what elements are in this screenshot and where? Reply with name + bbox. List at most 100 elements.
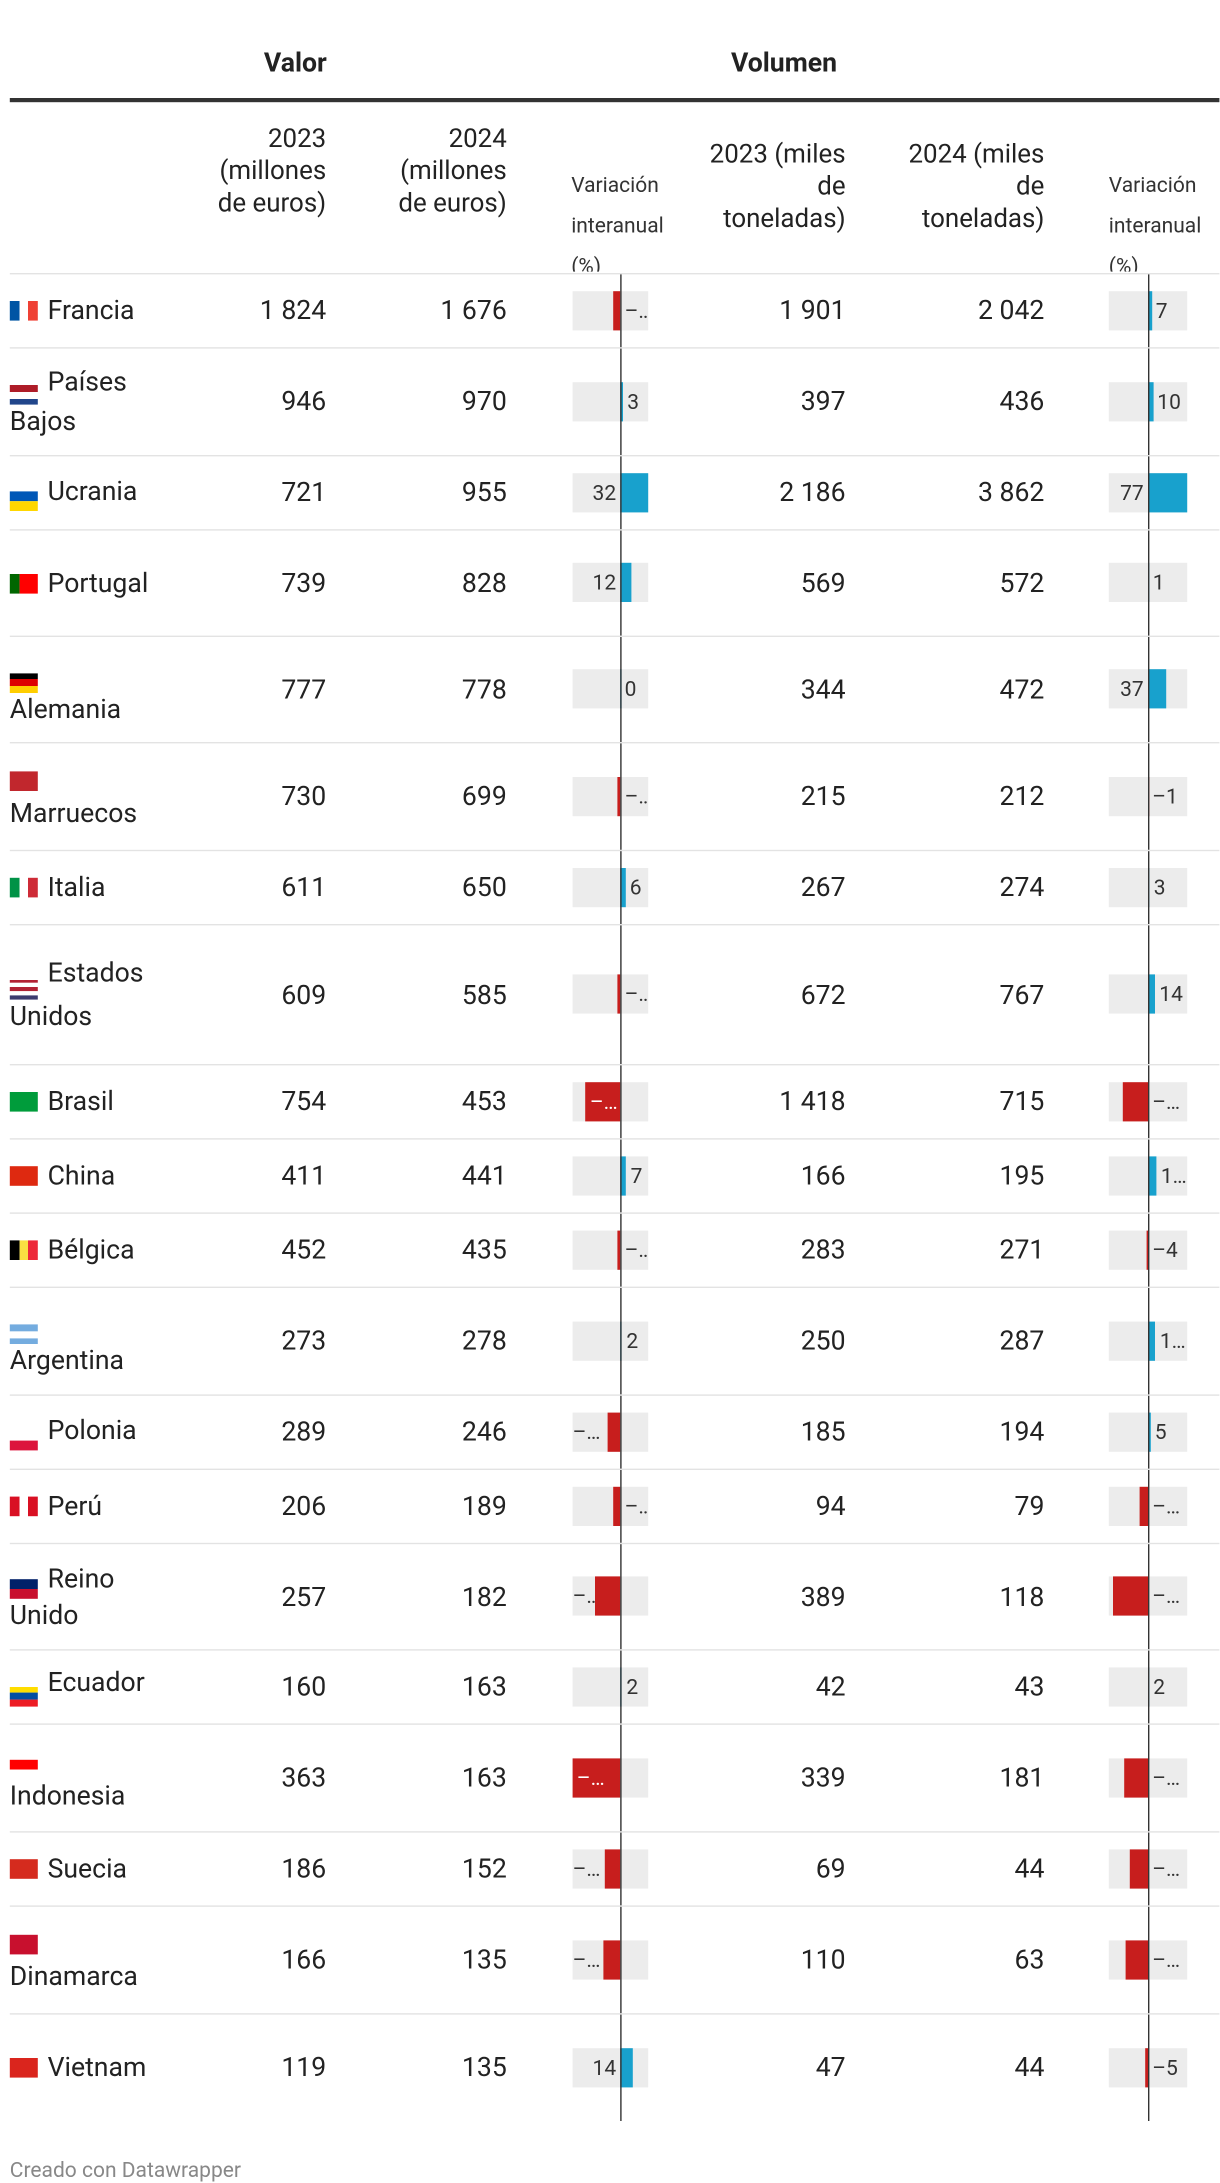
bar <box>1124 1757 1148 1797</box>
country-name: Perú <box>47 1489 103 1522</box>
number-cell: 946 <box>281 385 327 418</box>
country-cell: Argentina <box>9 1287 156 1395</box>
bar-background <box>572 1320 649 1361</box>
bar-label: 2 <box>1153 1673 1166 1699</box>
bar-label: –… <box>572 1855 601 1881</box>
country-cell: Brasil <box>9 1064 156 1138</box>
number-cell: 1 824 <box>259 294 327 327</box>
number-cell: 94 <box>815 1489 846 1522</box>
axis-line <box>1147 1212 1150 1287</box>
number-cell: 389 <box>800 1579 846 1613</box>
flag-stripe <box>9 1686 38 1694</box>
bar <box>1126 1939 1148 1979</box>
bar-label: –… <box>624 783 649 809</box>
row-line <box>9 1649 1220 1651</box>
number-cell: 699 <box>461 779 507 812</box>
axis-line <box>619 635 622 742</box>
country-wrap: Indonesia <box>9 1743 156 1812</box>
bar <box>1148 1320 1156 1361</box>
row-line <box>9 347 1220 349</box>
country-name: Brasil <box>47 1085 114 1118</box>
number-cell: 195 <box>999 1159 1045 1192</box>
country-cell: Bélgica <box>9 1212 156 1286</box>
bar <box>1148 381 1154 421</box>
bar <box>595 1576 621 1616</box>
bar-label: –… <box>1152 1855 1181 1881</box>
bar-label: 0 <box>624 676 637 702</box>
bar-label: –… <box>572 1946 601 1972</box>
flag <box>9 1859 38 1879</box>
row-line <box>9 1831 1220 1833</box>
country-name: Países Bajos <box>9 365 127 438</box>
number-cell: 246 <box>461 1415 507 1448</box>
number-cell: 3 862 <box>977 476 1045 509</box>
number-cell: 257 <box>281 1579 327 1613</box>
number-cell: 43 <box>1014 1670 1045 1703</box>
flag-stripe <box>9 500 38 511</box>
flag <box>9 877 38 898</box>
flag-stripe <box>9 1859 38 1879</box>
column-header: 2023 (millones de euros) <box>217 123 327 219</box>
bar <box>1139 1486 1148 1526</box>
number-cell: 715 <box>999 1085 1045 1118</box>
number-cell: 206 <box>281 1489 327 1522</box>
number-cell: 42 <box>815 1670 846 1703</box>
flag-stripe <box>9 1769 38 1780</box>
number-cell: 2 186 <box>779 476 846 509</box>
bar-background <box>572 669 649 709</box>
country-wrap: Reino Unido <box>9 1561 156 1631</box>
bar-label: 2 <box>626 1673 639 1699</box>
bar-label: –… <box>1152 1583 1181 1609</box>
flag <box>9 1934 38 1954</box>
number-cell: 135 <box>461 2051 507 2084</box>
flag-stripe <box>28 573 38 593</box>
bar <box>616 1229 621 1270</box>
bar <box>1129 1848 1148 1888</box>
flag-stripe <box>9 1331 38 1338</box>
axis-line <box>1147 1831 1150 1906</box>
axis-line <box>1147 1542 1150 1650</box>
country-name: Marruecos <box>9 795 138 829</box>
axis-line <box>1147 273 1150 348</box>
bar-label: –… <box>572 1418 601 1445</box>
country-wrap: Polonia <box>9 1413 137 1450</box>
country-name: Argentina <box>9 1344 124 1377</box>
bar-background <box>572 2047 649 2087</box>
number-cell: 163 <box>461 1761 507 1794</box>
bar <box>1148 1155 1157 1195</box>
flag <box>9 573 38 593</box>
number-cell: 970 <box>461 385 507 418</box>
flag <box>9 490 38 511</box>
country-name: Reino Unido <box>9 1561 115 1631</box>
country-cell: Suecia <box>9 1831 156 1905</box>
axis-line <box>1147 849 1150 924</box>
number-cell: 767 <box>999 977 1045 1011</box>
bar-label: 2 <box>626 1327 639 1354</box>
country-name: Estados Unidos <box>9 956 144 1032</box>
bar <box>613 290 621 330</box>
country-wrap: Argentina <box>9 1305 156 1377</box>
number-cell: 44 <box>1014 1852 1045 1885</box>
number-cell: 189 <box>461 1489 507 1522</box>
column-header: Variación interanual (%) <box>571 172 664 272</box>
flag-stripe <box>9 686 38 693</box>
axis-line <box>1147 1723 1150 1832</box>
flag-stripe <box>9 991 38 996</box>
bar-label: 3 <box>627 388 640 414</box>
bar-label: 1… <box>1159 1327 1186 1354</box>
bar-label: 10 <box>1157 388 1181 414</box>
flag-stripe <box>9 301 20 321</box>
row-line <box>9 1723 1220 1725</box>
number-cell: 739 <box>281 566 327 599</box>
axis-line <box>619 1723 622 1832</box>
country-wrap: Brasil <box>9 1085 114 1118</box>
number-cell: 152 <box>461 1852 507 1885</box>
bar <box>616 974 621 1014</box>
country-cell: Portugal <box>9 529 156 635</box>
flag-stripe <box>9 1578 38 1589</box>
number-cell: 436 <box>999 385 1045 418</box>
number-cell: 721 <box>281 476 327 509</box>
number-cell: 182 <box>461 1579 507 1613</box>
axis-line <box>1147 924 1150 1064</box>
